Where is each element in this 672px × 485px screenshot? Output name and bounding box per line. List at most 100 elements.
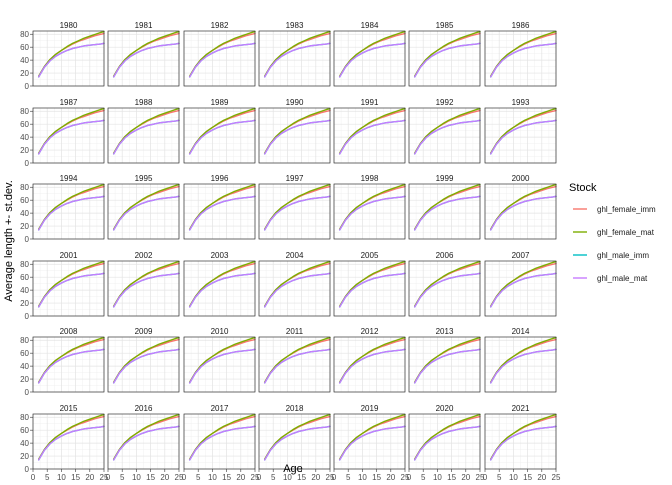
x-tick-label: 5	[120, 473, 125, 480]
series-line-ghl_female_imm	[413, 415, 481, 460]
y-tick-label: 40	[20, 362, 29, 371]
series-line-ghl_male_mat	[489, 425, 557, 461]
panel-border	[333, 107, 406, 164]
series-line-ghl_female_imm	[489, 185, 557, 230]
panel-border	[183, 107, 256, 164]
panel-border	[333, 260, 406, 317]
series-line-ghl_male_mat	[112, 272, 180, 308]
series-line-ghl_female_mat	[37, 336, 105, 383]
facet-panel: 2004	[258, 251, 331, 317]
facet-panel: 2010	[183, 327, 256, 393]
x-tick-label: 15	[523, 473, 532, 480]
series-line-ghl_female_mat	[188, 413, 256, 460]
facet-title: 2020	[436, 404, 454, 413]
x-tick-label: 20	[386, 473, 395, 480]
legend-item: ghl_male_mat	[573, 274, 648, 283]
y-tick-label: 80	[20, 30, 29, 39]
panel-border	[32, 107, 105, 164]
y-tick-label: 0	[25, 465, 30, 474]
series-line-ghl_female_mat	[112, 183, 180, 230]
series-line-ghl_male_mat	[188, 348, 256, 384]
panel-border	[408, 30, 481, 87]
facet-title: 1981	[135, 21, 153, 30]
series-line-ghl_female_imm	[188, 415, 256, 460]
y-tick-label: 20	[20, 146, 29, 155]
series-line-ghl_female_mat	[188, 30, 256, 77]
facet-panel: 1994 0 20 40 60 80	[20, 174, 105, 244]
facet-title: 2006	[436, 251, 454, 260]
series-line-ghl_female_mat	[413, 413, 481, 460]
series-line-ghl_female_mat	[489, 30, 557, 77]
facet-panel: 1989	[183, 98, 256, 164]
series-line-ghl_male_mat	[338, 119, 406, 155]
facet-panel: 2001 0 20 40 60 80	[20, 251, 105, 321]
y-tick-label: 80	[20, 336, 29, 345]
y-tick-label: 40	[20, 209, 29, 218]
facet-title: 2016	[135, 404, 153, 413]
x-tick-label: 20	[236, 473, 245, 480]
panel-border	[408, 183, 481, 240]
panel-border	[484, 413, 557, 470]
x-tick-label: 15	[297, 473, 306, 480]
series-line-ghl_female_mat	[188, 260, 256, 307]
facet-title: 2009	[135, 327, 153, 336]
legend-label: ghl_male_imm	[597, 251, 649, 260]
x-tick-label: 10	[283, 473, 292, 480]
x-tick-label: 5	[271, 473, 276, 480]
y-tick-label: 20	[20, 69, 29, 78]
panel-border	[107, 413, 180, 470]
facet-panel: 1990	[258, 98, 331, 164]
facet-title: 1991	[361, 98, 379, 107]
facet-panel: 1984	[333, 21, 406, 87]
facet-title: 1984	[361, 21, 379, 30]
panel-border	[333, 183, 406, 240]
series-line-ghl_female_imm	[263, 185, 331, 230]
facet-panel: 1980 0 20 40 60 80	[20, 21, 105, 91]
panel-border	[258, 107, 331, 164]
series-line-ghl_male_mat	[489, 195, 557, 231]
facet-panel: 1995	[107, 174, 180, 240]
x-tick-label: 15	[146, 473, 155, 480]
facet-panel: 1996	[183, 174, 256, 240]
panel-border	[484, 336, 557, 393]
y-axis-label: Average length +- st.dev.	[3, 180, 15, 302]
series-line-ghl_female_imm	[413, 262, 481, 307]
facet-panel: 2008 0 20 40 60 80	[20, 327, 105, 397]
facet-title: 1985	[436, 21, 454, 30]
x-tick-label: 20	[537, 473, 546, 480]
facet-title: 1994	[60, 174, 78, 183]
series-line-ghl_female_mat	[37, 413, 105, 460]
series-line-ghl_female_mat	[112, 107, 180, 154]
series-line-ghl_male_mat	[338, 425, 406, 461]
series-line-ghl_male_mat	[37, 119, 105, 155]
series-line-ghl_female_mat	[112, 336, 180, 383]
series-line-ghl_female_imm	[489, 262, 557, 307]
panel-border	[32, 413, 105, 470]
facet-title: 2013	[436, 327, 454, 336]
facet-panel: 2012	[333, 327, 406, 393]
series-line-ghl_female_mat	[112, 30, 180, 77]
facet-panel: 1998	[333, 174, 406, 240]
series-line-ghl_female_mat	[489, 183, 557, 230]
facet-panel: 1992	[408, 98, 481, 164]
series-line-ghl_female_imm	[188, 185, 256, 230]
x-tick-label: 15	[447, 473, 456, 480]
series-line-ghl_male_mat	[489, 272, 557, 308]
series-line-ghl_female_imm	[188, 262, 256, 307]
series-line-ghl_male_mat	[413, 425, 481, 461]
panel-border	[258, 413, 331, 470]
panel-border	[183, 30, 256, 87]
facet-title: 2003	[211, 251, 229, 260]
series-line-ghl_female_imm	[37, 415, 105, 460]
series-line-ghl_male_mat	[263, 348, 331, 384]
series-line-ghl_female_mat	[37, 183, 105, 230]
y-tick-label: 0	[25, 388, 30, 397]
series-line-ghl_female_imm	[188, 32, 256, 77]
series-line-ghl_female_imm	[37, 185, 105, 230]
panel-border	[32, 260, 105, 317]
series-line-ghl_male_mat	[188, 272, 256, 308]
legend-item: ghl_male_imm	[573, 251, 649, 260]
y-tick-label: 80	[20, 260, 29, 269]
facet-panel: 1985	[408, 21, 481, 87]
series-line-ghl_female_imm	[188, 109, 256, 154]
